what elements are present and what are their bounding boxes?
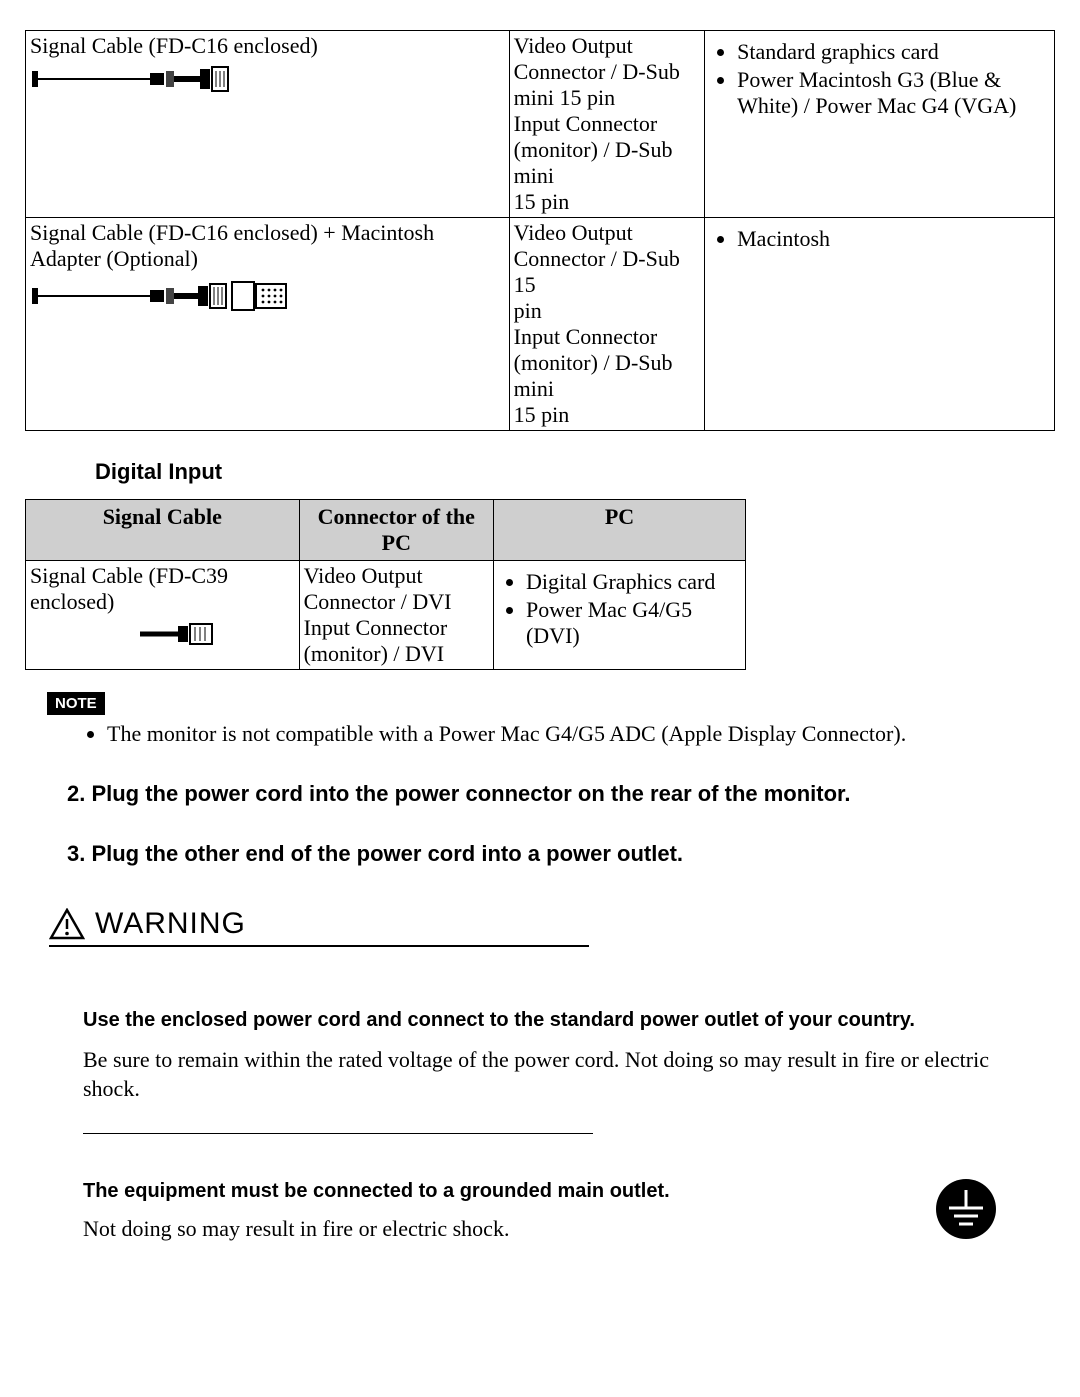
pc-cell: Digital Graphics card Power Mac G4/G5 (D… (493, 561, 745, 670)
analog-cable-table: Signal Cable (FD-C16 enclosed) Video Out… (25, 30, 1055, 431)
list-item: Macintosh (737, 226, 1050, 252)
pc-cell: Standard graphics card Power Macintosh G… (705, 31, 1055, 218)
warning-plain-text: Be sure to remain within the rated volta… (83, 1046, 997, 1103)
warning-plain-text: Not doing so may result in fire or elect… (83, 1215, 915, 1244)
connector-cell: Video Output Connector / D-Sub 15 pin In… (509, 218, 705, 431)
cable-cell: Signal Cable (FD-C16 enclosed) (26, 31, 510, 218)
warning-label: WARNING (95, 907, 246, 941)
warning-bold-text: Use the enclosed power cord and connect … (83, 1007, 997, 1034)
cable-label: Signal Cable (FD-C16 enclosed) + Macinto… (30, 220, 434, 271)
table-row: Signal Cable (FD-C16 enclosed) + Macinto… (26, 218, 1055, 431)
cable-illustration (30, 65, 505, 99)
table-row: Signal Cable (FD-C39 enclosed) Video Out… (26, 561, 746, 670)
warning-section-1: Use the enclosed power cord and connect … (83, 1007, 997, 1134)
digital-cable-table: Signal Cable Connector of the PC PC Sign… (25, 499, 746, 670)
ground-icon (935, 1178, 997, 1240)
list-item: Digital Graphics card (526, 569, 741, 595)
note-text: The monitor is not compatible with a Pow… (107, 721, 1055, 747)
table-header-row: Signal Cable Connector of the PC PC (26, 500, 746, 561)
warning-heading: WARNING (49, 907, 1055, 947)
digital-input-heading: Digital Input (95, 459, 1055, 485)
cable-label: Signal Cable (FD-C16 enclosed) (30, 33, 318, 58)
list-item: Power Mac G4/G5 (DVI) (526, 597, 741, 649)
connector-cell: Video Output Connector / DVI Input Conne… (299, 561, 493, 670)
col-header: Signal Cable (26, 500, 300, 561)
cable-cell: Signal Cable (FD-C39 enclosed) (26, 561, 300, 670)
cable-illustration (30, 278, 505, 318)
list-item: Standard graphics card (737, 39, 1050, 65)
pc-cell: Macintosh (705, 218, 1055, 431)
warning-section-2: The equipment must be connected to a gro… (83, 1178, 997, 1244)
step-3: 3. Plug the other end of the power cord … (67, 841, 1055, 867)
note-list: The monitor is not compatible with a Pow… (85, 721, 1055, 747)
cable-cell: Signal Cable (FD-C16 enclosed) + Macinto… (26, 218, 510, 431)
list-item: Power Macintosh G3 (Blue & White) / Powe… (737, 67, 1050, 119)
warning-triangle-icon (49, 908, 85, 940)
divider-rule (83, 1133, 593, 1134)
warning-bold-text: The equipment must be connected to a gro… (83, 1178, 915, 1205)
col-header: PC (493, 500, 745, 561)
col-header: Connector of the PC (299, 500, 493, 561)
pc-list: Macintosh (709, 226, 1050, 252)
table-row: Signal Cable (FD-C16 enclosed) Video Out… (26, 31, 1055, 218)
warning-rule (49, 945, 589, 947)
cable-illustration (30, 621, 295, 653)
cable-label: Signal Cable (FD-C39 enclosed) (30, 563, 228, 614)
pc-list: Standard graphics card Power Macintosh G… (709, 39, 1050, 119)
pc-list: Digital Graphics card Power Mac G4/G5 (D… (498, 569, 741, 649)
connector-cell: Video Output Connector / D-Sub mini 15 p… (509, 31, 705, 218)
note-badge: NOTE (47, 692, 105, 715)
step-2: 2. Plug the power cord into the power co… (67, 781, 1055, 807)
